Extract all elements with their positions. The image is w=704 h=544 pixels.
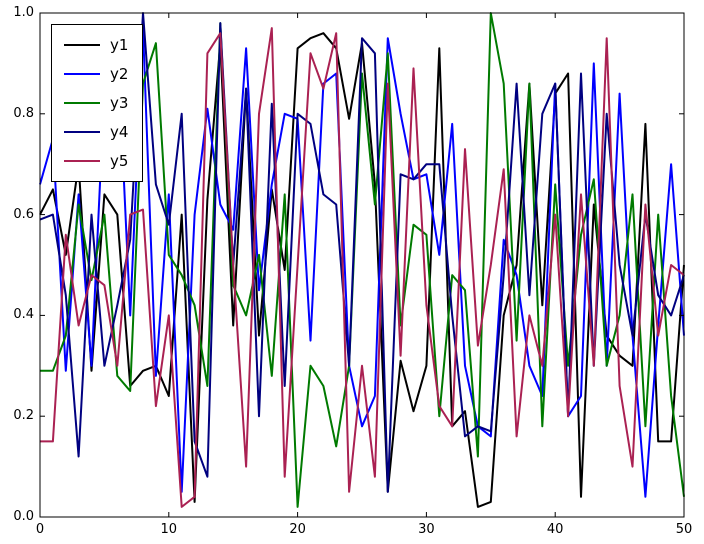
series-line-y5 (40, 27, 685, 508)
axes-box (39, 12, 685, 518)
legend-entry-y2: y2 (64, 64, 128, 84)
x-tick-label: 30 (418, 522, 435, 537)
legend-label-y1: y1 (110, 36, 129, 54)
legend-line-y5-swatch (64, 160, 100, 162)
y-tick-label: 1.0 (13, 5, 34, 20)
legend: y1 y2 y3 y4 y5 (51, 24, 144, 182)
y-tick-label: 0.4 (13, 307, 34, 323)
y-tick-label: 0.2 (13, 408, 34, 424)
y-tick-label: 0.8 (13, 105, 34, 121)
legend-line-y2-swatch (64, 73, 100, 75)
legend-entry-y5: y5 (64, 151, 128, 171)
legend-line-y1-swatch (64, 44, 100, 46)
y-tick-label: 0.0 (13, 509, 34, 524)
legend-entry-y1: y1 (64, 35, 128, 55)
legend-label-y2: y2 (110, 65, 129, 83)
legend-label-y5: y5 (110, 152, 129, 170)
legend-entry-y3: y3 (64, 93, 128, 113)
x-tick-label: 20 (289, 522, 306, 537)
x-tick-label: 50 (675, 522, 693, 537)
legend-line-y3-swatch (64, 102, 100, 104)
series-line-y4 (39, 12, 685, 493)
y-tick-label: 0.6 (13, 206, 34, 222)
legend-line-y4-swatch (64, 131, 100, 133)
legend-label-y3: y3 (110, 94, 129, 112)
legend-entry-y4: y4 (64, 122, 128, 142)
series-line-y2 (39, 27, 685, 498)
x-tick-label: 10 (160, 522, 178, 537)
x-tick-label: 0 (35, 522, 45, 537)
x-tick-label: 40 (546, 522, 564, 537)
legend-label-y4: y4 (110, 123, 129, 141)
